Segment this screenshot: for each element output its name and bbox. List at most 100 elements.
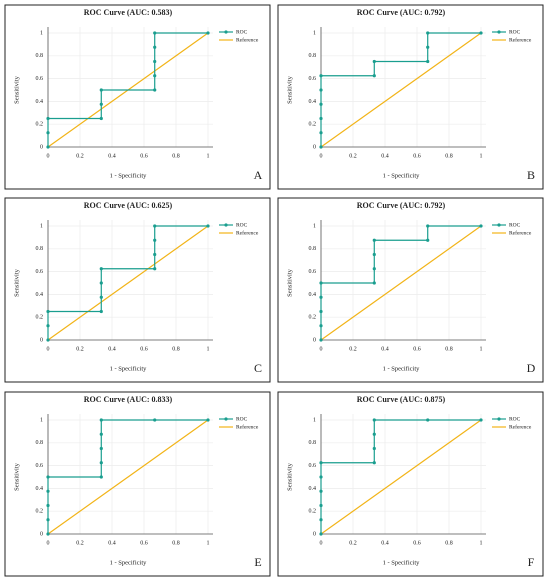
x-axis-label: 1 - Specificity bbox=[110, 365, 148, 372]
point bbox=[319, 116, 323, 121]
point bbox=[479, 31, 483, 35]
panel-border bbox=[277, 197, 544, 383]
point bbox=[319, 532, 323, 536]
y-tick-label: 1 bbox=[40, 223, 43, 229]
y-tick-label: 0 bbox=[313, 531, 316, 537]
x-tick-label: 0.4 bbox=[381, 540, 389, 546]
y-tick-label: 0.8 bbox=[36, 53, 44, 59]
point bbox=[46, 489, 50, 493]
x-axis-label: 1 - Specificity bbox=[383, 559, 421, 566]
series-line bbox=[47, 32, 208, 147]
x-axis-label: 1 - Specificity bbox=[383, 172, 421, 179]
series-line bbox=[320, 32, 481, 147]
series-line bbox=[320, 225, 481, 340]
panel-label: C bbox=[254, 361, 262, 375]
point bbox=[426, 238, 430, 242]
x-tick-label: 0.8 bbox=[172, 540, 180, 546]
x-tick-label: 0.2 bbox=[349, 153, 357, 159]
legend-label: ROC bbox=[509, 222, 521, 228]
point bbox=[99, 446, 103, 451]
point bbox=[46, 116, 50, 121]
legend-label: Reference bbox=[236, 423, 259, 430]
x-tick-label: 1 bbox=[480, 153, 483, 159]
x-tick-label: 0.6 bbox=[140, 346, 148, 352]
chart-title: ROC Curve (AUC: 0.792) bbox=[357, 201, 446, 210]
point bbox=[46, 338, 50, 342]
y-tick-label: 0.2 bbox=[36, 315, 44, 321]
y-tick-label: 1 bbox=[40, 30, 43, 36]
y-tick-label: 0.4 bbox=[309, 292, 317, 298]
y-tick-label: 0.8 bbox=[309, 440, 317, 446]
legend-marker bbox=[224, 223, 228, 227]
legend-label: ROC bbox=[509, 29, 521, 35]
series-line bbox=[320, 419, 481, 534]
point bbox=[319, 489, 323, 493]
chart-title: ROC Curve (AUC: 0.625) bbox=[84, 201, 173, 210]
y-tick-label: 1 bbox=[313, 417, 316, 423]
chart-panel: 0 0.2 0.4 0.6 0.8 1 0 0.2 0.4 0.6 0.8 1 ROCReference… bbox=[277, 197, 544, 383]
point bbox=[99, 309, 103, 314]
point bbox=[46, 475, 50, 479]
point bbox=[319, 281, 323, 285]
y-axis-label: Sensitivity bbox=[13, 268, 20, 297]
x-tick-label: 1 bbox=[480, 346, 483, 352]
legend-label: Reference bbox=[236, 36, 259, 43]
panel-border bbox=[4, 4, 271, 190]
point bbox=[46, 309, 50, 314]
y-tick-label: 0.2 bbox=[36, 509, 44, 515]
point bbox=[99, 88, 103, 92]
y-tick-label: 0.2 bbox=[36, 122, 44, 128]
legend-marker bbox=[224, 417, 228, 421]
y-tick-label: 0.6 bbox=[36, 463, 44, 469]
series-line bbox=[320, 419, 482, 535]
x-tick-label: 0.8 bbox=[172, 153, 180, 159]
legend-label: ROC bbox=[509, 416, 521, 422]
y-tick-label: 0.6 bbox=[309, 269, 317, 275]
point bbox=[319, 102, 323, 106]
legend-marker bbox=[497, 417, 501, 421]
point bbox=[372, 418, 376, 422]
point bbox=[153, 224, 157, 228]
point bbox=[46, 518, 50, 522]
y-tick-label: 0 bbox=[313, 337, 316, 343]
y-axis-label: Sensitivity bbox=[13, 75, 20, 104]
chart-title: ROC Curve (AUC: 0.792) bbox=[357, 8, 446, 17]
x-axis-label: 1 - Specificity bbox=[110, 559, 148, 566]
x-tick-label: 0.4 bbox=[381, 153, 389, 159]
y-tick-label: 0 bbox=[40, 531, 43, 537]
chart-panel: 0 0.2 0.4 0.6 0.8 1 0 0.2 0.4 0.6 0.8 1 ROCReference… bbox=[4, 4, 271, 190]
x-axis-label: 1 - Specificity bbox=[383, 365, 421, 372]
point bbox=[372, 238, 376, 242]
y-tick-label: 1 bbox=[313, 223, 316, 229]
x-tick-label: 0.4 bbox=[108, 346, 116, 352]
x-tick-label: 1 bbox=[480, 540, 483, 546]
point bbox=[372, 267, 376, 271]
chart-panel: 0 0.2 0.4 0.6 0.8 1 0 0.2 0.4 0.6 0.8 1 ROCReference… bbox=[277, 391, 544, 577]
y-tick-label: 1 bbox=[40, 417, 43, 423]
point bbox=[99, 432, 103, 436]
point bbox=[99, 295, 103, 299]
x-tick-label: 1 bbox=[207, 540, 210, 546]
y-tick-label: 1 bbox=[313, 30, 316, 36]
x-tick-label: 0.2 bbox=[349, 540, 357, 546]
point bbox=[426, 45, 430, 49]
x-tick-label: 1 bbox=[207, 346, 210, 352]
panel-label: A bbox=[254, 168, 263, 182]
panel-label: D bbox=[527, 361, 536, 375]
point bbox=[153, 45, 157, 49]
y-tick-label: 0.8 bbox=[36, 440, 44, 446]
x-tick-label: 0.6 bbox=[140, 540, 148, 546]
y-tick-label: 0.4 bbox=[309, 486, 317, 492]
point bbox=[46, 503, 50, 508]
y-axis-label: Sensitivity bbox=[286, 75, 293, 104]
panel-border bbox=[277, 4, 544, 190]
legend-marker bbox=[224, 30, 228, 34]
point bbox=[319, 503, 323, 508]
point bbox=[153, 59, 157, 64]
x-tick-label: 0.8 bbox=[445, 153, 453, 159]
x-tick-label: 0.6 bbox=[140, 153, 148, 159]
point bbox=[153, 238, 157, 242]
point bbox=[319, 324, 323, 328]
legend-label: ROC bbox=[236, 222, 248, 228]
